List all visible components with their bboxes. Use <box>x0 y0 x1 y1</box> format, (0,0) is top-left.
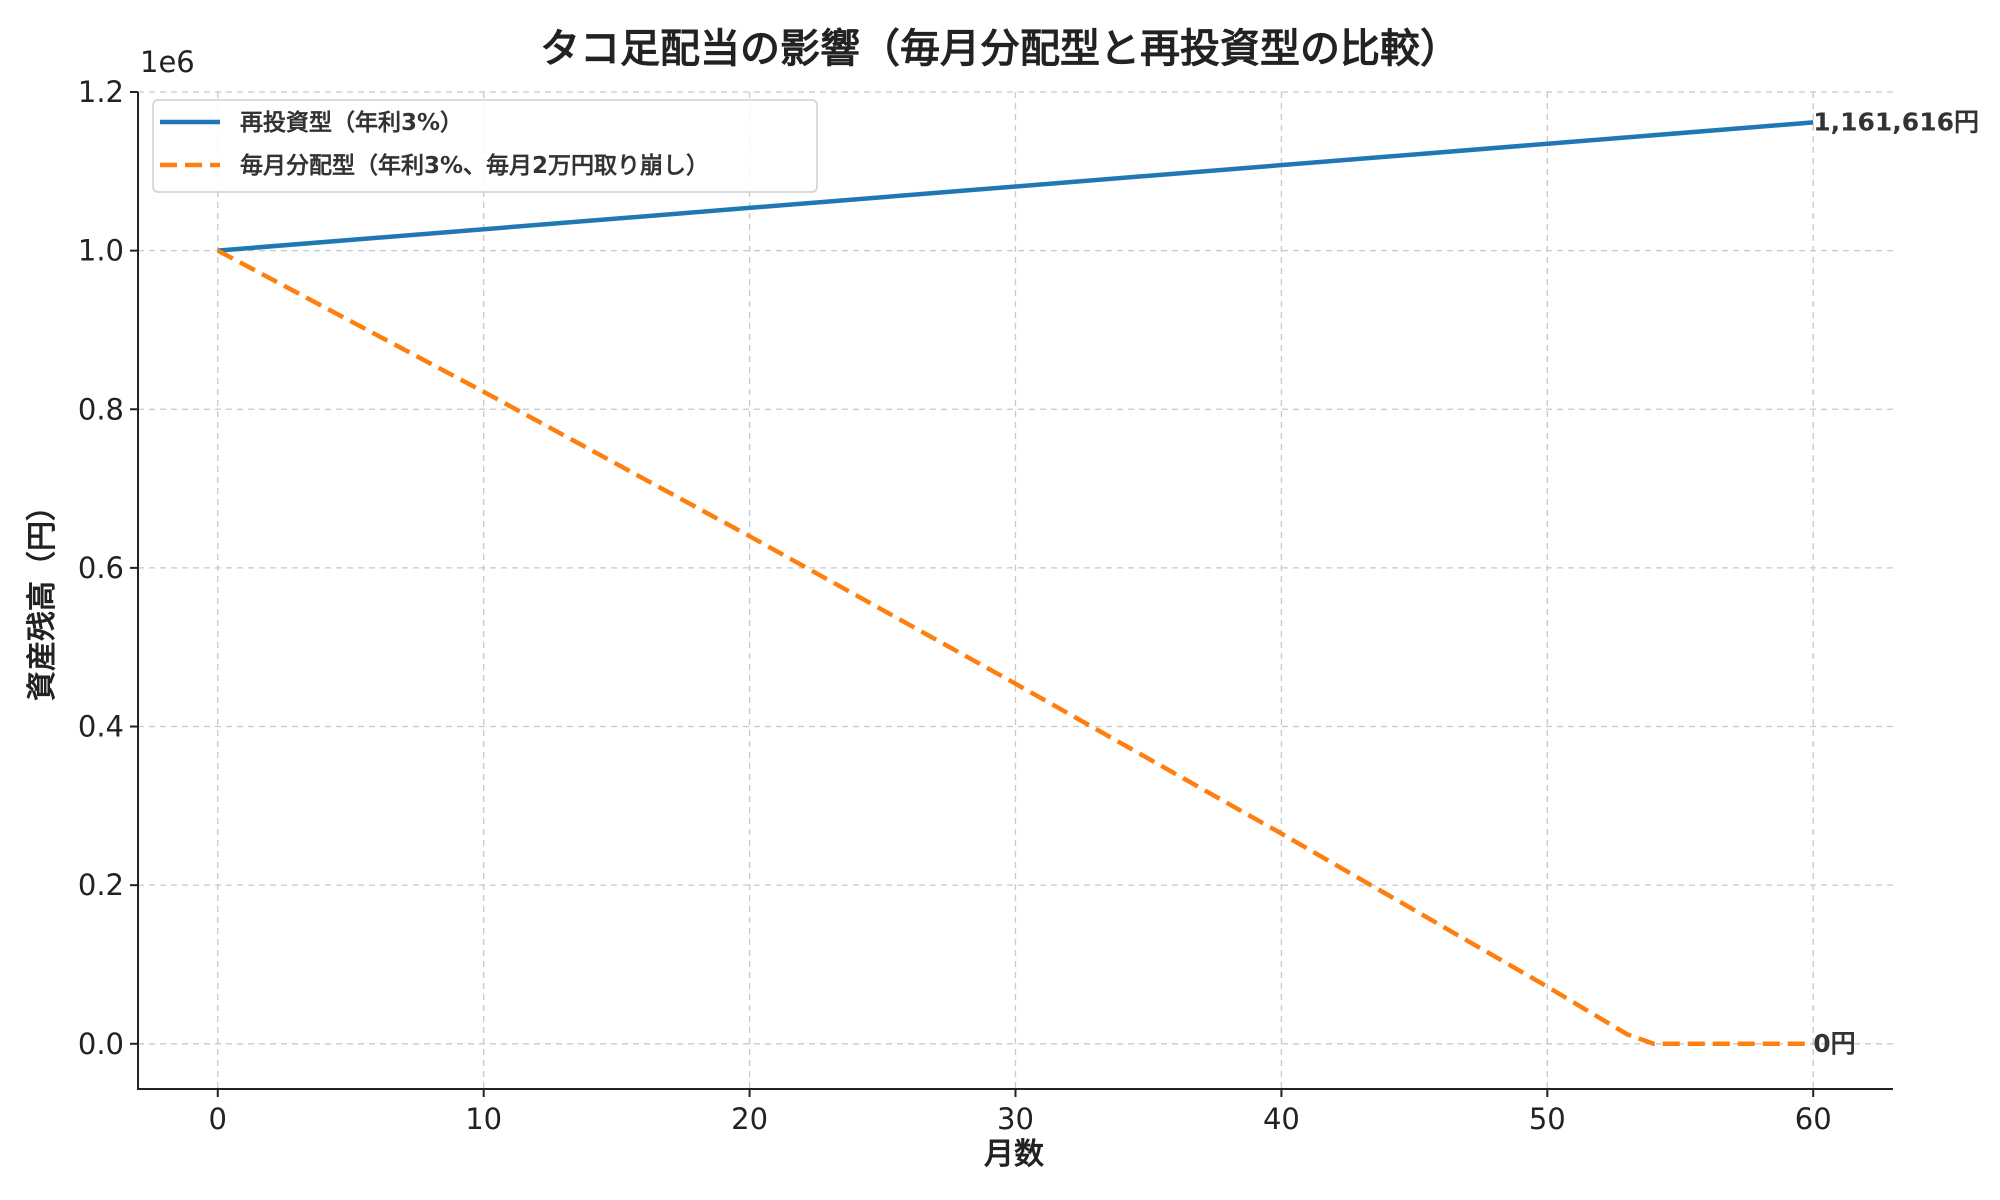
x-tick-label: 10 <box>465 1102 502 1136</box>
y-tick-label: 0.6 <box>78 551 124 585</box>
series-end-label-0: 1,161,616円 <box>1813 107 1979 136</box>
legend-box <box>152 99 818 193</box>
legend-label-0: 再投資型（年利3%） <box>240 109 463 136</box>
series-end-label-1: 0円 <box>1813 1029 1855 1058</box>
x-tick-label: 30 <box>997 1102 1034 1136</box>
series-line-0 <box>217 120 1814 253</box>
y-tick-label: 0.4 <box>78 710 124 744</box>
x-tick-label: 60 <box>1795 1102 1832 1136</box>
grid <box>138 91 1893 1089</box>
chart-title: タコ足配当の影響（毎月分配型と再投資型の比較） <box>540 26 1460 72</box>
x-axis-label: 月数 <box>984 1137 1045 1172</box>
y-tick-label: 0.8 <box>78 392 124 426</box>
x-tick-label: 20 <box>731 1102 768 1136</box>
x-tick-label: 0 <box>209 1102 227 1136</box>
y-tick-label: 0.0 <box>78 1027 124 1061</box>
series-line-1 <box>216 248 1814 1047</box>
y-offset-label: 1e6 <box>140 45 195 79</box>
y-tick-label: 1.0 <box>78 234 124 268</box>
x-tick-label: 40 <box>1263 1102 1300 1136</box>
y-axis-label: 資産残高（円） <box>25 491 60 701</box>
y-tick-label: 1.2 <box>78 75 124 109</box>
legend-label-1: 毎月分配型（年利3%、毎月2万円取り崩し） <box>240 152 709 179</box>
legend: 再投資型（年利3%） 毎月分配型（年利3%、毎月2万円取り崩し） <box>152 99 818 193</box>
x-tick-label: 50 <box>1529 1102 1566 1136</box>
y-tick-label: 0.2 <box>78 868 124 902</box>
axes: 0 10 20 30 40 50 60 0.0 0.2 0.4 0.6 0.8 1.0 1.2 <box>78 75 1893 1136</box>
axes-spines <box>137 92 1893 1090</box>
series-layer: 1,161,616円 0円 <box>216 107 1979 1058</box>
